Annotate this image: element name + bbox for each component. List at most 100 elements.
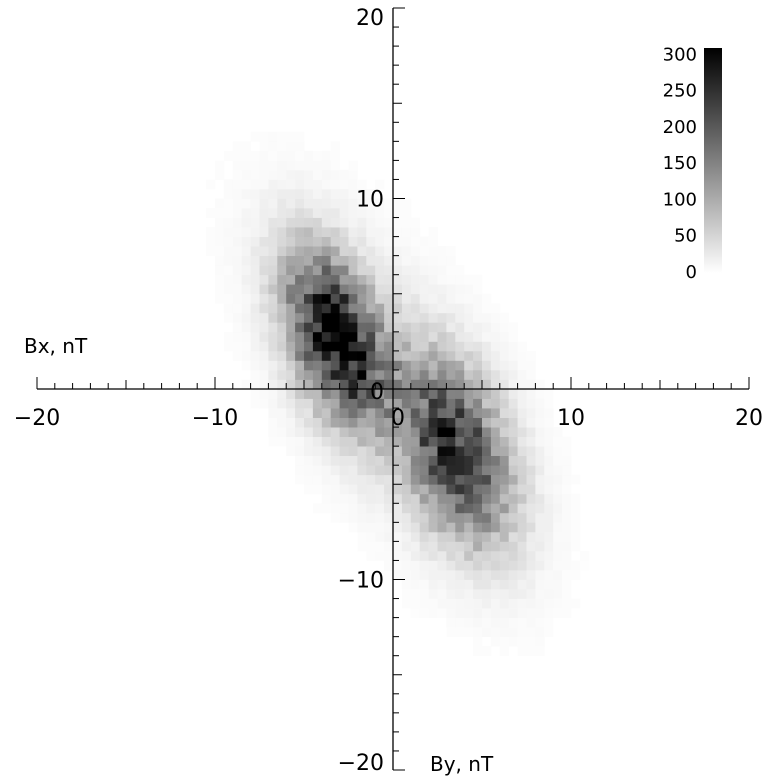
heatmap-cell (499, 322, 510, 333)
heatmap-cell (277, 265, 287, 276)
heatmap-cell (339, 255, 349, 266)
heatmap-cell (357, 398, 367, 409)
heatmap-cell (428, 255, 438, 266)
heatmap-cell (428, 274, 438, 285)
heatmap-cell (330, 274, 340, 285)
heatmap-cell (312, 322, 323, 333)
heatmap-cell (277, 150, 287, 161)
heatmap-cell (393, 265, 403, 276)
heatmap-cell (295, 360, 305, 371)
heatmap-cell (348, 522, 358, 533)
heatmap-cell (473, 636, 483, 647)
heatmap-cell (490, 493, 501, 504)
heatmap-cell (241, 312, 251, 323)
heatmap-cell (464, 398, 474, 409)
heatmap-cell (526, 627, 536, 637)
colorbar-label: 150 (663, 153, 697, 174)
heatmap-cell (215, 284, 225, 295)
heatmap-cell (250, 160, 260, 171)
heatmap-cell (375, 360, 385, 371)
heatmap-cell (455, 608, 465, 618)
heatmap-cell (517, 531, 527, 542)
heatmap-cell (384, 379, 394, 390)
heatmap-cell (410, 246, 421, 256)
heatmap-cell (232, 331, 243, 342)
heatmap-cell (544, 389, 554, 399)
heatmap-cell (473, 398, 483, 409)
heatmap-cell (553, 493, 563, 504)
heatmap-cell (259, 189, 269, 199)
heatmap-cell (437, 531, 447, 542)
heatmap-cell (473, 312, 483, 323)
heatmap-cell (499, 493, 510, 504)
heatmap-cell (375, 493, 385, 504)
heatmap-cell (526, 512, 536, 523)
heatmap-cell (357, 427, 367, 437)
heatmap-cell (517, 541, 527, 552)
heatmap-cell (446, 560, 456, 571)
heatmap-cell (339, 227, 349, 237)
heatmap-cell (384, 265, 394, 276)
heatmap-cell (482, 598, 492, 609)
heatmap-cell (366, 503, 376, 514)
heatmap-cell (393, 322, 403, 333)
heatmap-cell (393, 208, 403, 218)
heatmap-cell (473, 369, 483, 380)
colorbar-label: 250 (663, 81, 697, 102)
heatmap-cell (419, 408, 429, 418)
heatmap-cell (571, 522, 581, 533)
heatmap-cell (321, 265, 332, 276)
heatmap-cell (384, 198, 394, 209)
heatmap-cell (223, 255, 234, 266)
heatmap-cell (508, 369, 518, 380)
heatmap-cell (241, 360, 251, 371)
heatmap-cell (357, 522, 367, 533)
heatmap-cell (339, 465, 349, 476)
heatmap-cell (437, 570, 447, 580)
heatmap-cell (455, 436, 465, 447)
heatmap-cell (357, 179, 367, 190)
heatmap-cell (330, 150, 340, 161)
heatmap-cell (277, 408, 287, 418)
heatmap-cell (375, 427, 385, 437)
heatmap-cell (223, 217, 234, 228)
heatmap-cell (393, 446, 403, 456)
heatmap-cell (295, 446, 305, 456)
heatmap-cell (490, 617, 501, 628)
heatmap-cell (223, 265, 234, 276)
heatmap-cell (455, 589, 465, 599)
heatmap-cell (330, 465, 340, 476)
heatmap-cell (295, 208, 305, 218)
heatmap-cell (473, 503, 483, 514)
heatmap-cell (410, 331, 421, 342)
heatmap-cell (295, 398, 305, 409)
heatmap-cell (482, 408, 492, 418)
heatmap-cell (357, 274, 367, 285)
heatmap-cell (393, 236, 403, 247)
heatmap-cell (499, 446, 510, 456)
heatmap-cell (312, 427, 323, 437)
heatmap-cell (419, 398, 429, 409)
heatmap-cell (490, 379, 501, 390)
heatmap-cell (508, 350, 518, 361)
heatmap-cell (446, 322, 456, 333)
heatmap-cell (277, 236, 287, 247)
colorbar-label: 100 (663, 189, 697, 210)
heatmap-cell (241, 379, 251, 390)
heatmap-cell (295, 227, 305, 237)
heatmap-cell (241, 303, 251, 314)
heatmap-cell (312, 227, 323, 237)
heatmap-cell (304, 436, 314, 447)
heatmap-cell (544, 493, 554, 504)
heatmap-cell (437, 322, 447, 333)
heatmap-cell (375, 331, 385, 342)
heatmap-cell (366, 465, 376, 476)
heatmap-cell (232, 246, 243, 256)
heatmap-cell (384, 436, 394, 447)
heatmap-cell (375, 522, 385, 533)
heatmap-cell (286, 208, 296, 218)
heatmap-cell (295, 379, 305, 390)
heatmap-cell (312, 236, 323, 247)
heatmap-cell (473, 589, 483, 599)
